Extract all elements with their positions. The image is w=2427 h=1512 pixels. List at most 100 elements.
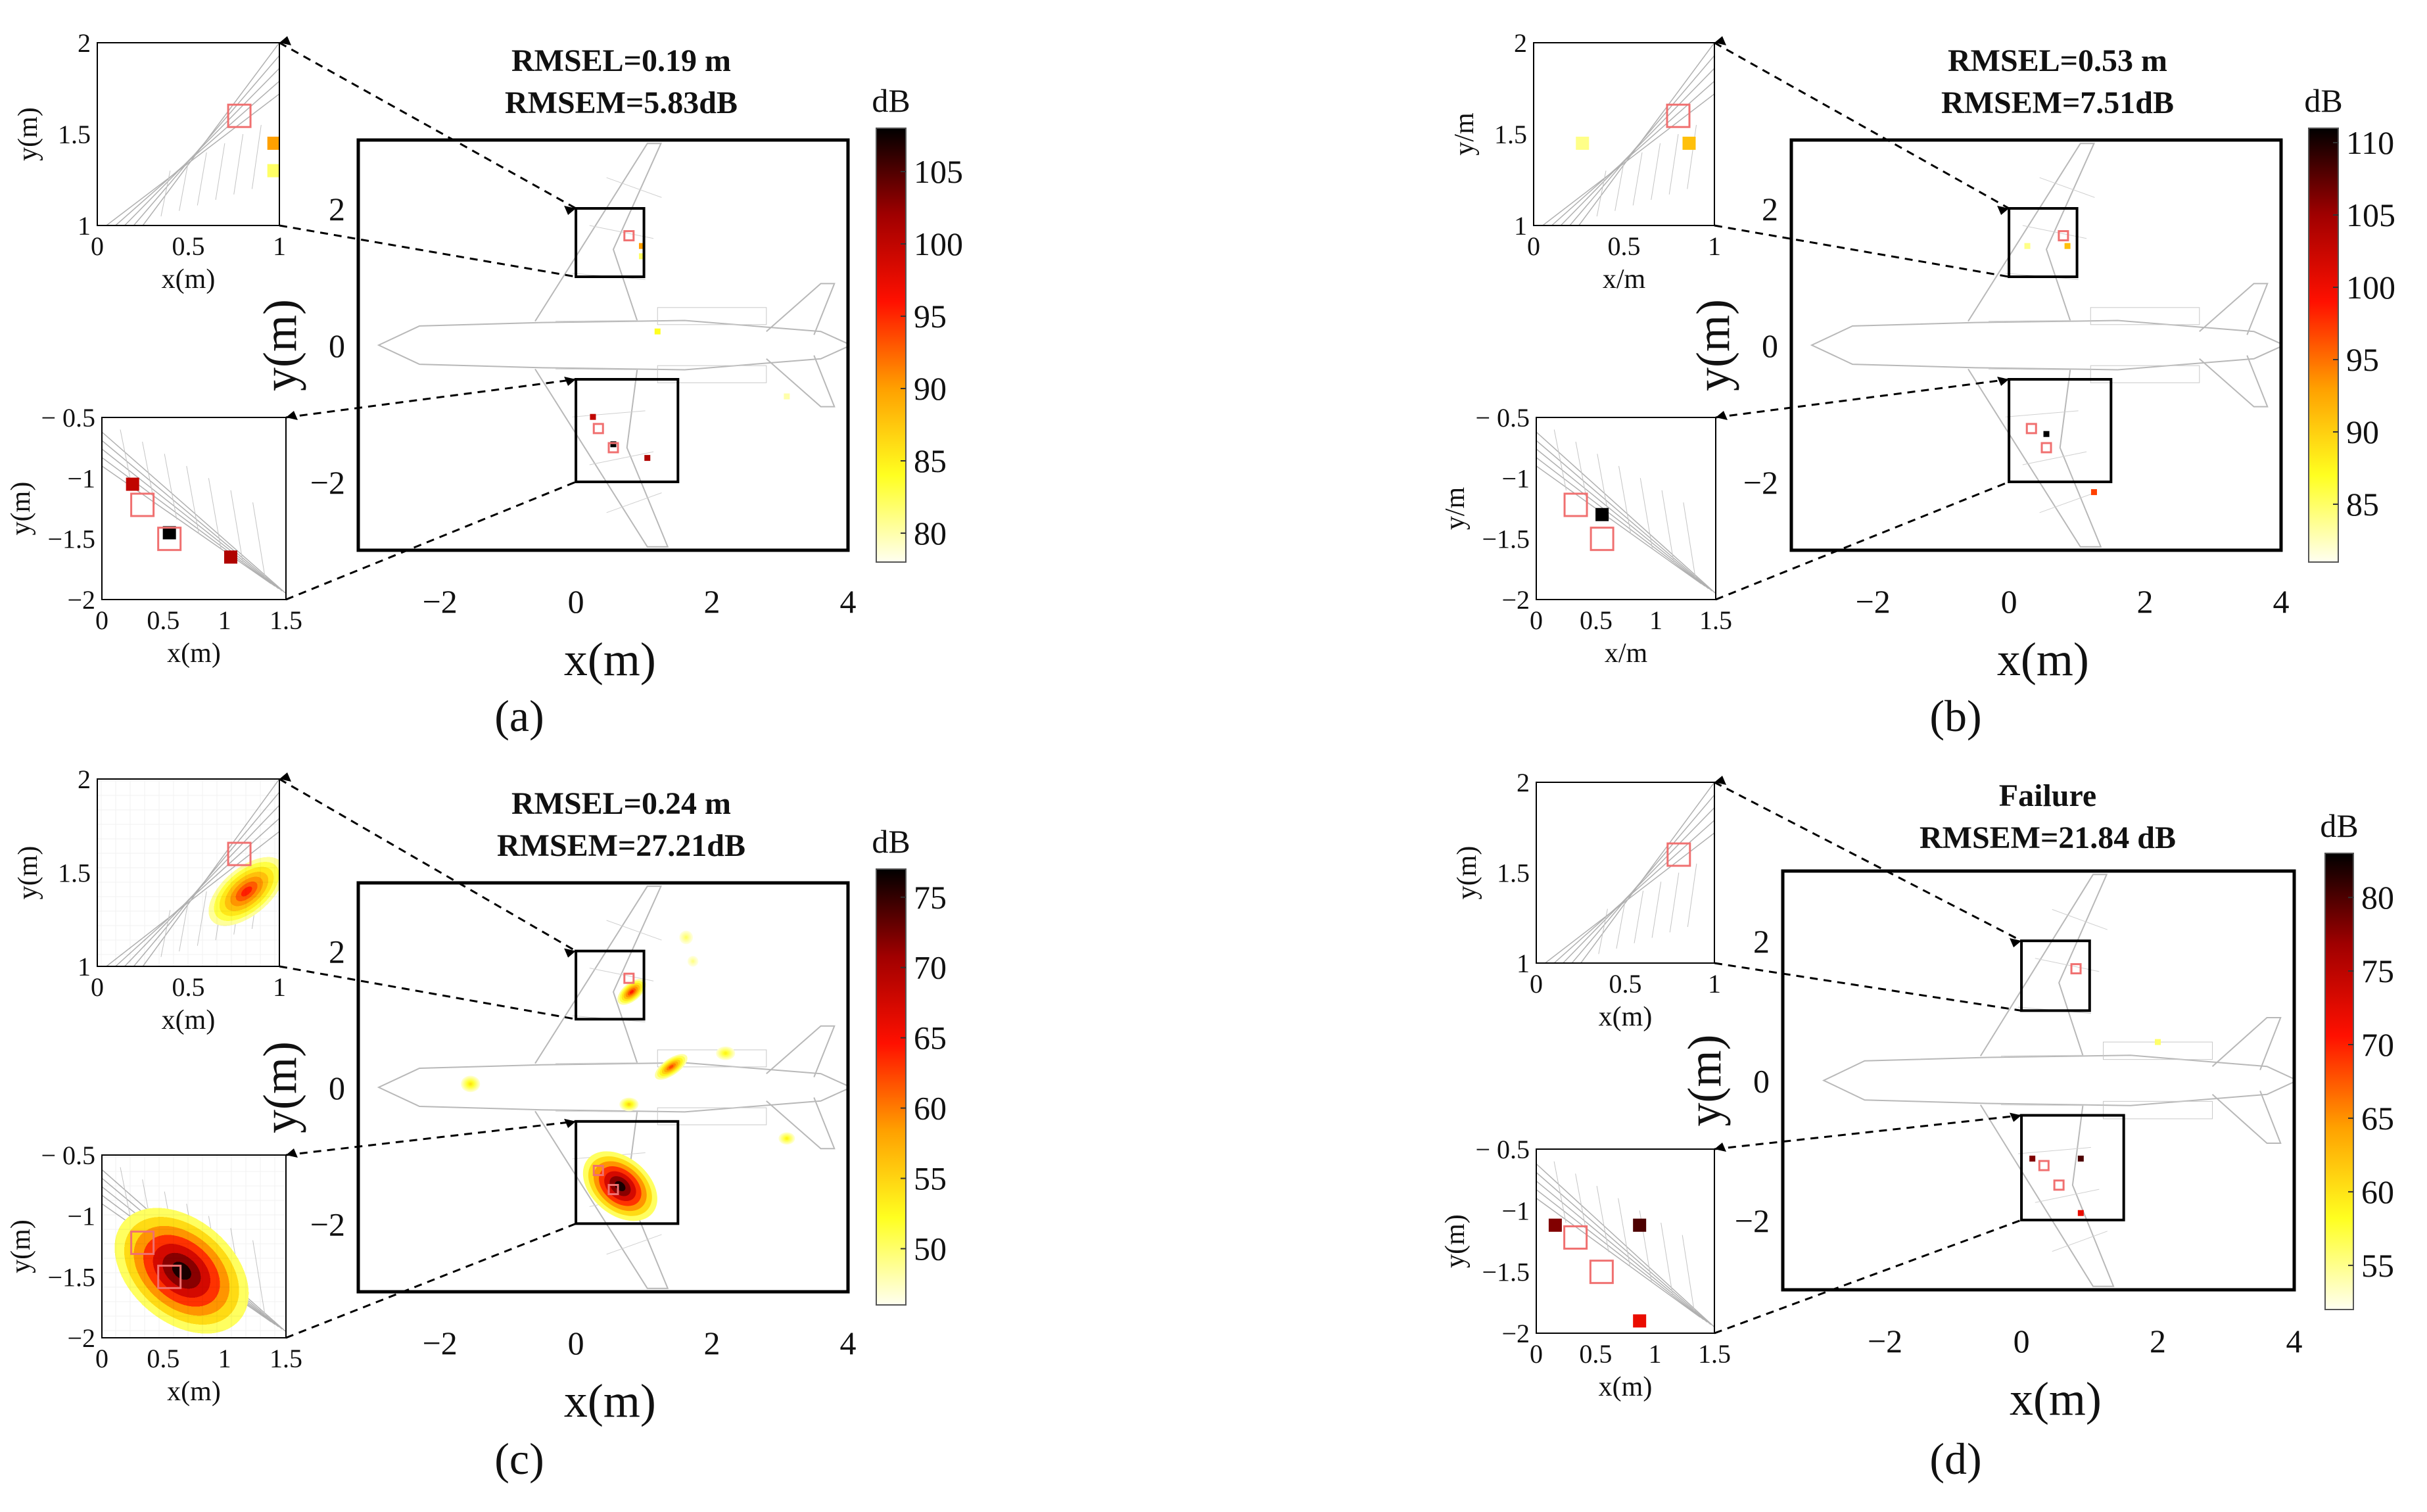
source-blob xyxy=(679,930,694,945)
inset-y-tick-label: −2 xyxy=(67,1323,95,1353)
y-axis-label: y(m) xyxy=(1678,1035,1731,1127)
wing-rib xyxy=(2000,1104,2083,1106)
zoom-box-bottom xyxy=(2008,378,2113,483)
inset-y-tick-label: 1.5 xyxy=(58,859,91,888)
wing-rib xyxy=(2005,410,2079,417)
wing-rib-line xyxy=(186,465,199,534)
colorbar-tick-label: 105 xyxy=(914,153,963,190)
colorbar-unit: dB xyxy=(872,82,910,119)
inset-content xyxy=(97,779,279,966)
inset-y-tick-label: 1 xyxy=(1517,949,1530,978)
blob-ring xyxy=(692,960,695,963)
inset-frame xyxy=(1536,417,1716,600)
chart-title-line2: RMSEM=21.84 dB xyxy=(1920,820,2176,855)
inset-true-source-marker xyxy=(130,1230,155,1255)
inset-estimated-source xyxy=(162,526,176,540)
estimated-source xyxy=(638,243,645,249)
wing-rib xyxy=(606,1234,662,1255)
engine-top xyxy=(657,1049,767,1068)
inset-x-tick-label: 0 xyxy=(95,605,108,635)
inset-frame xyxy=(1536,782,1715,964)
wing-rib-line xyxy=(233,133,244,195)
connector-arrowhead xyxy=(1997,377,2010,386)
wing-edge-line xyxy=(1536,1180,1708,1323)
engine-bottom xyxy=(657,1107,767,1125)
x-axis-label: x(m) xyxy=(564,1375,656,1427)
connector-arrowhead xyxy=(279,772,291,782)
inset-true-source-marker xyxy=(1563,1225,1588,1250)
inset-x-tick-label: 1.5 xyxy=(270,1344,302,1373)
x-tick-label: 4 xyxy=(2273,583,2290,620)
inset-estimated-source xyxy=(267,164,279,177)
inset-y-axis-label: y/m xyxy=(1449,112,1480,156)
zoom-connector xyxy=(279,965,577,1020)
wing-rib-line xyxy=(1669,872,1680,933)
wing-rib xyxy=(555,1110,638,1112)
inset-y-tick-label: −2 xyxy=(1501,585,1530,615)
inset-y-tick-label: 1 xyxy=(78,211,91,241)
wing-bottom-outline xyxy=(534,368,669,548)
wing-edge-line xyxy=(1536,1163,1714,1328)
inset-y-tick-label: −2 xyxy=(67,585,95,615)
inset-frame xyxy=(101,1154,287,1338)
wing-rib-line xyxy=(1553,429,1567,490)
zoom-connector xyxy=(1714,1114,2022,1150)
inset-content xyxy=(1536,1161,1714,1328)
inset-pixel-grid xyxy=(97,779,279,966)
x-tick-label: 2 xyxy=(2150,1323,2166,1359)
inset-y-tick-label: − 0.5 xyxy=(41,1141,95,1170)
inset-y-tick-label: 1 xyxy=(1514,211,1527,241)
inset-x-tick-label: 0 xyxy=(1527,231,1540,261)
wing-rib xyxy=(555,1062,638,1064)
zoom-box-top xyxy=(575,949,646,1021)
inset-true-source-marker xyxy=(1589,1260,1614,1285)
inset-frame xyxy=(101,417,287,600)
inset-x-tick-label: 0.5 xyxy=(147,1344,179,1373)
inset-true-source-marker xyxy=(157,527,182,552)
zoom-box-bottom xyxy=(575,1120,680,1225)
inset-x-axis-label: x/m xyxy=(1605,638,1648,669)
colorbar-tick-label: 60 xyxy=(914,1090,947,1127)
main-plot-frame xyxy=(356,881,850,1294)
y-axis-label: y(m) xyxy=(254,1041,306,1133)
inset-true-source-marker xyxy=(227,841,252,866)
colorbar xyxy=(876,128,907,563)
wing-rib-line xyxy=(252,502,266,578)
y-tick-label: 0 xyxy=(329,327,345,364)
wing-rib xyxy=(606,492,662,513)
estimated-source xyxy=(2090,489,2097,496)
x-tick-label: 4 xyxy=(840,1325,857,1361)
wing-bottom-outline xyxy=(1968,368,2102,548)
y-tick-label: 2 xyxy=(1762,191,1778,227)
y-tick-label: 0 xyxy=(329,1070,345,1106)
tail-top-outline xyxy=(2211,1016,2282,1070)
inset-x-tick-label: 0 xyxy=(1530,969,1543,999)
wing-rib-line xyxy=(230,490,244,563)
inset-x-axis-label: x(m) xyxy=(1599,1002,1653,1032)
inset-content xyxy=(102,1155,286,1338)
inset-estimated-source xyxy=(1548,1218,1562,1232)
y-axis-label: y(m) xyxy=(1687,299,1739,391)
y-tick-label: 2 xyxy=(329,933,345,970)
inset-top: 0 0.5 1 2 1.5 1 x(m) y(m) xyxy=(13,28,577,295)
true-source-marker xyxy=(2038,1160,2050,1171)
colorbar-unit: dB xyxy=(2320,807,2358,844)
blob-ring xyxy=(785,1137,788,1140)
main-plot-area xyxy=(1783,871,2294,1290)
wing-rib-line xyxy=(1687,125,1697,189)
estimated-source xyxy=(644,455,651,461)
true-source-marker xyxy=(607,442,619,454)
inset-x-tick-label: 0 xyxy=(91,972,104,1002)
inset-content xyxy=(1542,43,1714,225)
inset-frame xyxy=(97,42,280,226)
inset-x-tick-label: 0.5 xyxy=(1608,231,1641,261)
zoom-connector xyxy=(279,224,577,278)
inset-frame xyxy=(97,778,280,967)
source-blob xyxy=(778,1132,795,1145)
wing-top-outline xyxy=(1979,874,2108,1056)
wing-rib xyxy=(2000,1054,2083,1056)
inset-y-tick-label: 1 xyxy=(78,952,91,981)
estimated-source xyxy=(638,253,645,260)
